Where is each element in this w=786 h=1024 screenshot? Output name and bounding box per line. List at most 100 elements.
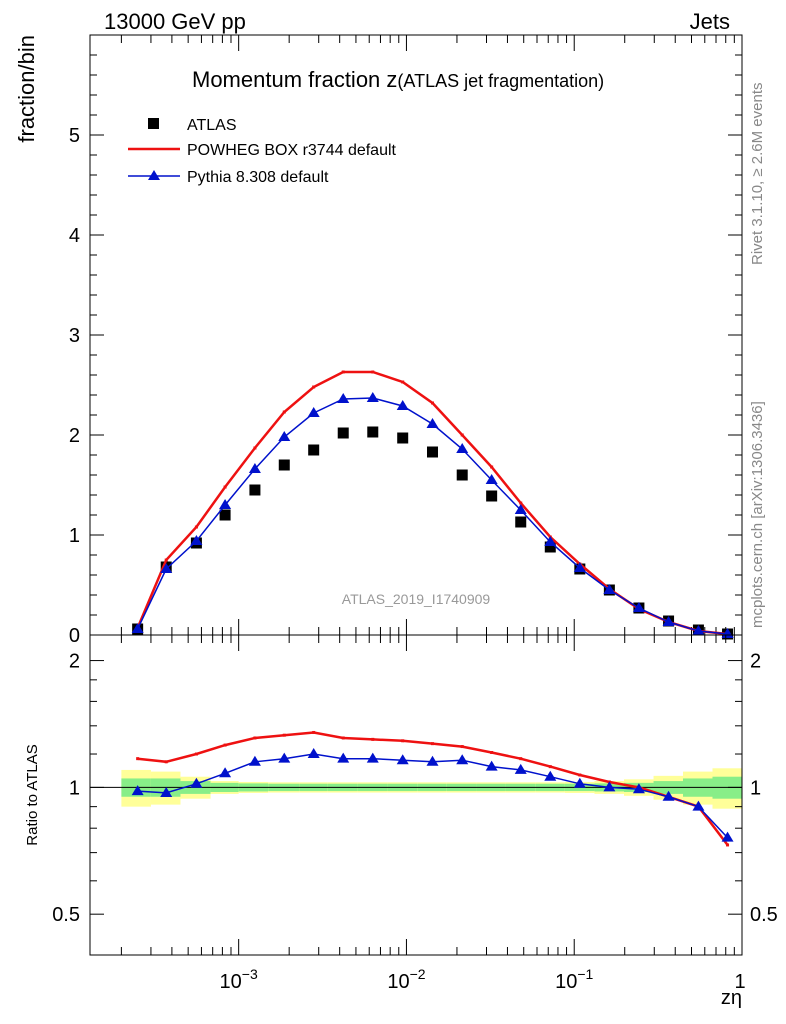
- ratio-frame: [89, 634, 743, 956]
- ratio-uncertainty-bands: [121, 768, 742, 809]
- data-point: [662, 616, 675, 626]
- ratio-point: [401, 739, 405, 743]
- data-point: [486, 490, 498, 502]
- data-point: [223, 485, 227, 489]
- x-tick-exponent: −2: [410, 966, 426, 982]
- ratio-point: [371, 737, 375, 741]
- ratio-point: [219, 767, 232, 778]
- ratio-point: [485, 760, 498, 771]
- data-point: [692, 625, 705, 635]
- main-axis-ticks: [90, 35, 743, 636]
- plot-title-main: Momentum fraction z: [192, 67, 397, 92]
- ratio-point: [223, 743, 227, 747]
- ratio-point: [548, 765, 552, 769]
- ratio-y-tick-label-right: 2: [750, 651, 761, 673]
- data-point: [249, 484, 261, 496]
- ratio-point: [578, 773, 582, 777]
- ratio-y-axis-label: Ratio to ATLAS: [24, 744, 41, 845]
- data-point: [190, 535, 203, 545]
- data-point: [515, 516, 527, 528]
- data-point: [160, 563, 173, 573]
- legend-marker-pythia: [148, 170, 160, 180]
- ratio-point: [460, 745, 464, 749]
- ratio-point: [632, 783, 645, 794]
- ratio-y-tick-label: 2: [69, 651, 80, 673]
- ratio-point: [307, 748, 320, 759]
- legend-label-powheg: POWHEG BOX r3744 default: [187, 142, 397, 159]
- ratio-y-tick-label-right: 0.5: [750, 904, 778, 926]
- x-tick-exponent: −1: [577, 966, 593, 982]
- data-point: [456, 469, 468, 481]
- data-point: [573, 562, 586, 572]
- main-series-group: [131, 370, 734, 640]
- data-point: [278, 431, 291, 441]
- ratio-point: [136, 757, 140, 761]
- ratio-point: [337, 752, 350, 763]
- ratio-point: [282, 733, 286, 737]
- ratio-point: [253, 736, 257, 740]
- legend-label-atlas: ATLAS: [187, 117, 237, 134]
- ratio-y-tick-labels: 0.5 1 2: [52, 651, 80, 927]
- legend-marker-atlas: [148, 118, 159, 129]
- ratio-y-tick-labels-right: 0.5 1 2: [750, 651, 778, 927]
- process-label: Jets: [690, 9, 730, 34]
- ratio-point: [544, 770, 557, 781]
- data-point: [366, 392, 379, 402]
- series-0: [132, 426, 734, 640]
- data-point: [341, 370, 345, 374]
- ratio-point: [194, 752, 198, 756]
- data-point: [337, 427, 349, 439]
- data-point: [248, 463, 261, 473]
- data-point: [632, 602, 645, 612]
- ratio-point: [692, 800, 705, 811]
- data-point: [194, 525, 198, 529]
- ratio-point: [426, 755, 439, 766]
- ratio-y-tick-label-right: 1: [750, 777, 761, 799]
- data-point: [514, 504, 527, 514]
- data-point: [544, 541, 556, 553]
- ratio-series-0: [136, 730, 730, 847]
- main-y-tick-label: 2: [69, 425, 80, 447]
- data-point: [401, 380, 405, 384]
- data-point: [426, 418, 439, 428]
- data-point: [219, 499, 232, 509]
- ratio-series-1: [131, 748, 734, 842]
- main-y-tick-label: 4: [69, 225, 80, 247]
- ratio-point: [490, 751, 494, 755]
- ratio-point: [278, 752, 291, 763]
- data-point: [397, 432, 409, 444]
- data-point: [312, 385, 316, 389]
- data-point: [431, 401, 435, 405]
- x-tick-labels: 10−3 10−2 10−1 1: [220, 966, 746, 993]
- data-point: [519, 501, 523, 505]
- data-point: [367, 426, 379, 438]
- data-point: [371, 370, 375, 374]
- ratio-point: [131, 785, 144, 796]
- main-panel: 0 1 2 3 4 5 fraction/bin Momentum fraction z(…: [14, 34, 743, 647]
- plot-title: Momentum fraction z(ATLAS jet fragmentat…: [192, 67, 604, 92]
- ratio-y-tick-label: 1: [69, 777, 80, 799]
- energy-label: 13000 GeV pp: [104, 9, 246, 34]
- rivet-label: Rivet 3.1.10, ≥ 2.6M events: [749, 83, 766, 266]
- ratio-point: [514, 763, 527, 774]
- data-point: [603, 584, 616, 594]
- ratio-point: [396, 754, 409, 765]
- ratio-axis-ticks: [90, 635, 743, 955]
- data-point: [131, 623, 144, 633]
- x-tick-label: 10−3: [220, 966, 258, 993]
- ratio-point: [190, 777, 203, 788]
- data-point: [278, 459, 290, 471]
- ratio-y-tick-label: 0.5: [52, 904, 80, 926]
- data-point: [308, 444, 320, 456]
- data-point: [456, 443, 469, 453]
- data-point: [396, 400, 409, 410]
- data-point: [307, 407, 320, 417]
- ratio-point: [431, 742, 435, 746]
- ratio-point: [366, 752, 379, 763]
- ratio-point: [519, 757, 523, 761]
- data-point: [253, 446, 257, 450]
- data-point: [282, 410, 286, 414]
- data-point: [544, 536, 557, 546]
- x-tick-label: 10−1: [555, 966, 593, 993]
- data-point: [337, 393, 350, 403]
